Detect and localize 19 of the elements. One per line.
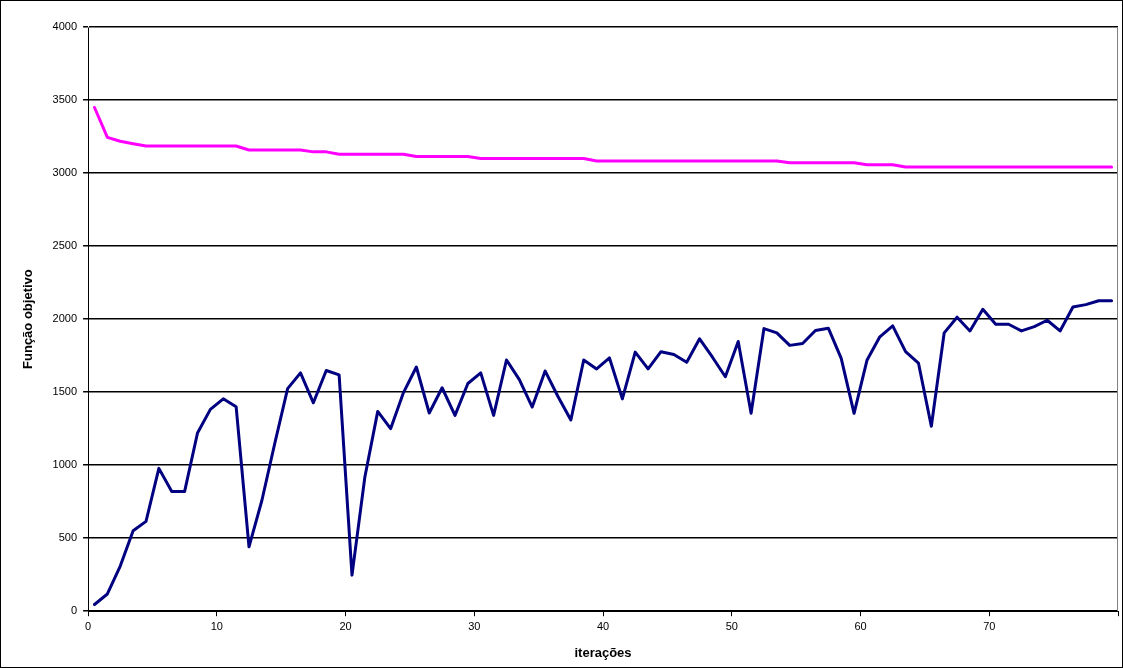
y-tick-label: 2500 bbox=[52, 239, 78, 252]
y-tick-label: 3000 bbox=[52, 166, 78, 179]
x-axis-title: iterações bbox=[574, 644, 632, 660]
x-tick-label: 0 bbox=[85, 619, 92, 632]
x-tick-label: 30 bbox=[468, 619, 481, 632]
y-tick-label: 4000 bbox=[52, 20, 78, 33]
x-tick-label: 40 bbox=[596, 619, 610, 632]
y-tick-label: 2000 bbox=[52, 312, 78, 325]
y-tick-label: 1000 bbox=[52, 458, 78, 471]
x-tick-label: 50 bbox=[725, 619, 738, 632]
x-tick-label: 20 bbox=[339, 619, 352, 632]
y-axis-title: Função objetivo bbox=[20, 269, 36, 369]
x-tick-label: 60 bbox=[854, 619, 867, 632]
y-tick-label: 0 bbox=[70, 604, 78, 617]
y-tick-label: 3500 bbox=[52, 93, 78, 106]
y-tick-label: 500 bbox=[58, 531, 78, 544]
x-tick-label: 70 bbox=[983, 619, 996, 632]
x-tick-label: 10 bbox=[210, 619, 223, 632]
y-tick-label: 1500 bbox=[52, 385, 78, 398]
